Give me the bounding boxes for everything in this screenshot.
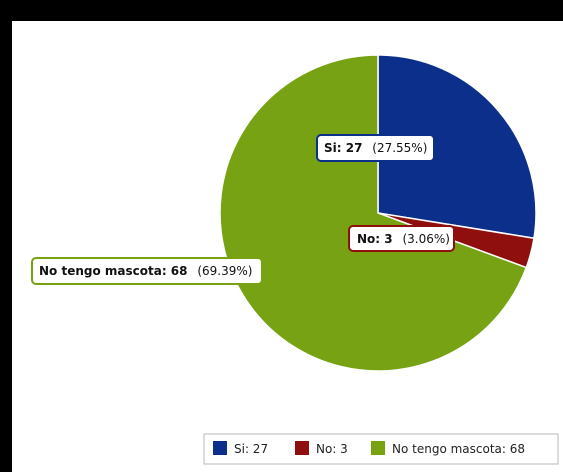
data-label-no-tengo-mascota: No tengo mascota: 68 (69.39%) bbox=[31, 257, 263, 285]
data-label-no-tengo-mascota-text: No tengo mascota: 68 (69.39%) bbox=[39, 264, 252, 278]
legend-swatch-si bbox=[213, 441, 227, 455]
data-label-si: Si: 27 (27.55%) bbox=[316, 134, 435, 162]
data-label-no: No: 3 (3.06%) bbox=[348, 225, 455, 252]
data-label-no-text: No: 3 (3.06%) bbox=[357, 232, 450, 246]
legend: Si: 27 No: 3 No tengo mascota: 68 bbox=[203, 433, 559, 465]
chart-panel: Si: 27 (27.55%) No: 3 (3.06%) No tengo m… bbox=[12, 21, 563, 472]
legend-label-no: No: 3 bbox=[316, 442, 348, 456]
data-label-no-pct: (3.06%) bbox=[402, 232, 449, 246]
data-label-no-name: No: 3 bbox=[357, 232, 393, 246]
data-label-si-pct: (27.55%) bbox=[372, 141, 427, 155]
legend-label-no-tengo-mascota: No tengo mascota: 68 bbox=[392, 442, 525, 456]
pie-slice-no-tengo-mascota bbox=[219, 54, 528, 372]
data-label-no-tengo-mascota-name: No tengo mascota: 68 bbox=[39, 264, 188, 278]
data-label-no-tengo-mascota-pct: (69.39%) bbox=[197, 264, 252, 278]
data-label-si-text: Si: 27 (27.55%) bbox=[324, 141, 427, 155]
legend-swatch-no bbox=[295, 441, 309, 455]
legend-label-si: Si: 27 bbox=[234, 442, 268, 456]
pie-slice-si bbox=[377, 54, 537, 240]
data-label-no-box bbox=[348, 225, 455, 252]
data-label-no-tengo-mascota-box bbox=[31, 257, 263, 285]
legend-swatch-no-tengo-mascota bbox=[371, 441, 385, 455]
pie-slices bbox=[219, 54, 537, 372]
pie-chart: Si: 27 (27.55%) No: 3 (3.06%) No tengo m… bbox=[31, 54, 559, 465]
data-label-si-name: Si: 27 bbox=[324, 141, 362, 155]
data-label-si-box bbox=[316, 134, 435, 162]
